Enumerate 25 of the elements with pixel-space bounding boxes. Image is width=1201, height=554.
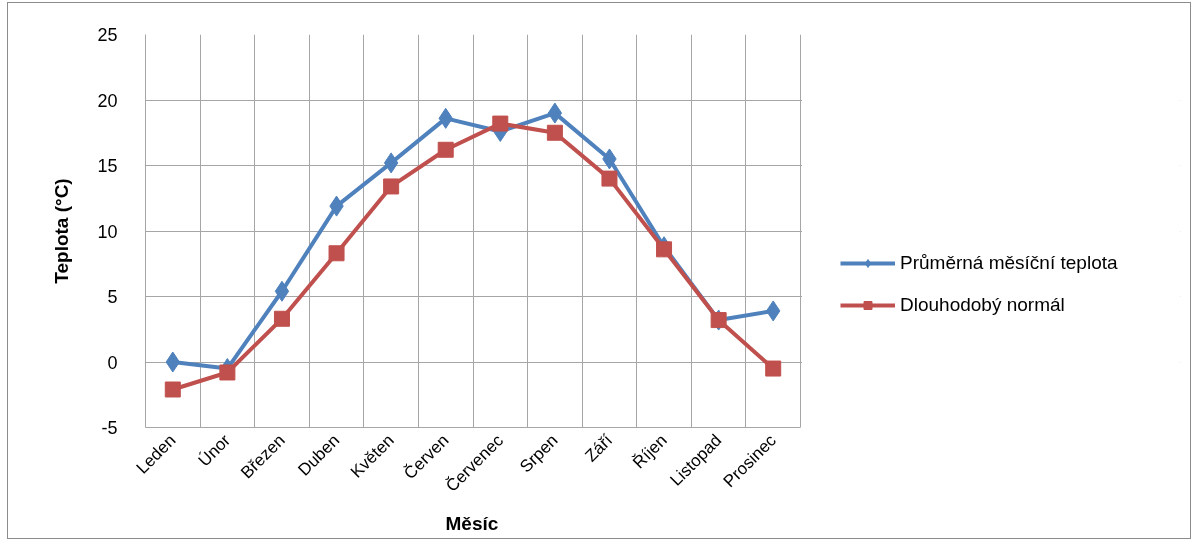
point bbox=[437, 141, 454, 158]
y-tick-label: -5 bbox=[101, 418, 118, 438]
point bbox=[546, 124, 563, 141]
y-tick-label: 5 bbox=[107, 287, 118, 307]
y-tick-label: 25 bbox=[97, 25, 118, 45]
y-tick-label: 0 bbox=[107, 352, 118, 373]
x-axis-title: Měsíc bbox=[445, 512, 499, 534]
point bbox=[383, 152, 399, 174]
point bbox=[383, 178, 400, 195]
point bbox=[164, 381, 181, 398]
point bbox=[547, 102, 563, 124]
point bbox=[492, 115, 509, 132]
point bbox=[601, 170, 618, 187]
point bbox=[274, 280, 290, 302]
point bbox=[328, 245, 345, 262]
legend-label: Dlouhodobý normál bbox=[900, 293, 1065, 316]
y-tick-label: 20 bbox=[97, 90, 118, 111]
y-tick-label: 15 bbox=[97, 156, 118, 176]
y-axis-title: Teplota (°C) bbox=[51, 178, 73, 284]
legend-label: Průměrná měsíční teplota bbox=[900, 251, 1118, 274]
point bbox=[765, 360, 782, 377]
point bbox=[656, 241, 673, 258]
point bbox=[273, 310, 290, 327]
point bbox=[219, 364, 236, 381]
y-tick-label: 10 bbox=[97, 221, 118, 242]
